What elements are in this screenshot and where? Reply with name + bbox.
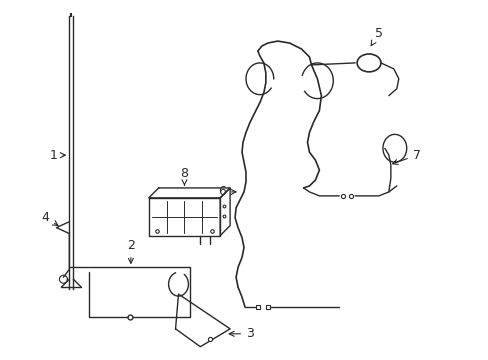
Text: 5: 5 bbox=[370, 27, 382, 46]
Text: 4: 4 bbox=[41, 211, 58, 225]
Text: 2: 2 bbox=[127, 239, 135, 263]
Text: 7: 7 bbox=[392, 149, 420, 165]
Text: 8: 8 bbox=[180, 167, 188, 185]
Text: 3: 3 bbox=[229, 327, 253, 340]
Text: 6: 6 bbox=[218, 185, 236, 198]
Text: 1: 1 bbox=[49, 149, 65, 162]
